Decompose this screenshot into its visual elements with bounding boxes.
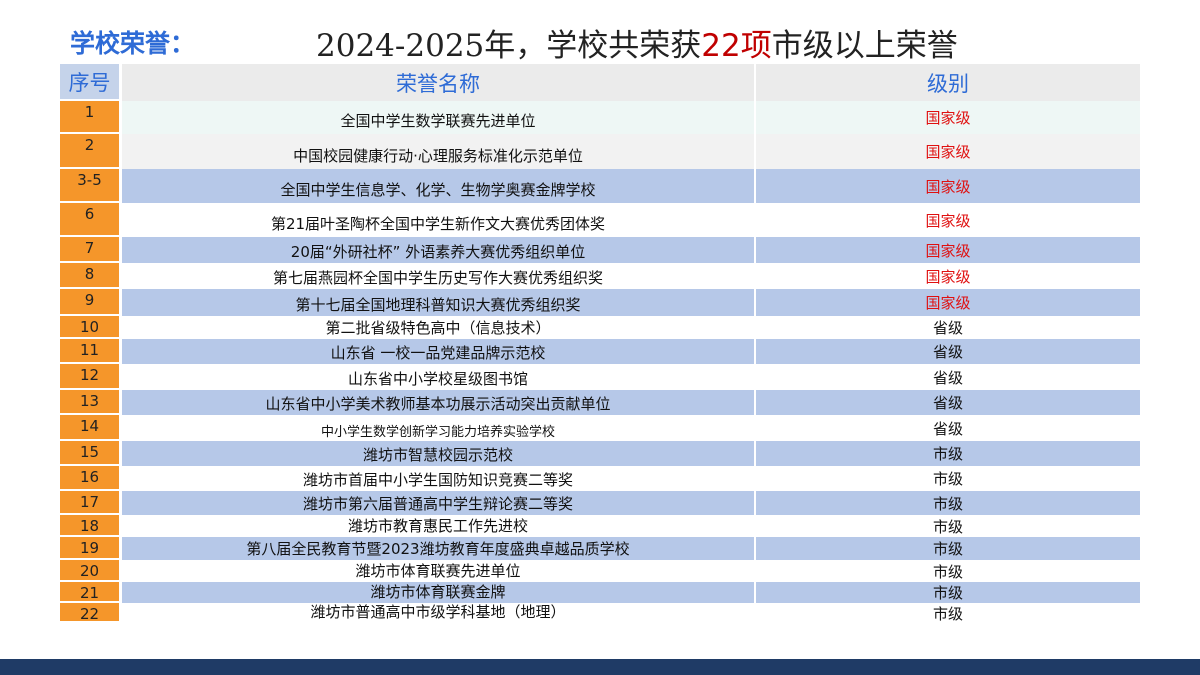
row-index: 18 [60,515,119,537]
row-level: 省级 [754,339,1140,364]
row-level: 市级 [754,603,1140,623]
row-index: 2 [60,134,119,169]
table-row: 17 潍坊市第六届普通高中学生辩论赛二等奖 市级 [60,491,1140,515]
row-name: 全国中学生数学联赛先进单位 [122,101,754,134]
row-index: 20 [60,560,119,582]
row-index: 12 [60,364,119,390]
table-row: 11 山东省 一校一品党建品牌示范校 省级 [60,339,1140,364]
header-index: 序号 [60,64,119,101]
table-header-row: 序号 荣誉名称 级别 [60,64,1140,101]
row-index: 8 [60,263,119,289]
row-level: 国家级 [754,134,1140,169]
row-level: 省级 [754,415,1140,441]
row-name: 20届“外研社杯” 外语素养大赛优秀组织单位 [122,237,754,263]
table-row: 2 中国校园健康行动·心理服务标准化示范单位 国家级 [60,134,1140,169]
section-label: 学校荣誉： [70,29,196,58]
row-name: 山东省中小学美术教师基本功展示活动突出贡献单位 [122,390,754,415]
table-row: 9 第十七届全国地理科普知识大赛优秀组织奖 国家级 [60,289,1140,316]
row-index: 17 [60,491,119,515]
table-row: 3-5 全国中学生信息学、化学、生物学奥赛金牌学校 国家级 [60,169,1140,203]
table-row: 12 山东省中小学校星级图书馆 省级 [60,364,1140,390]
table-row: 19 第八届全民教育节暨2023潍坊教育年度盛典卓越品质学校 市级 [60,537,1140,560]
row-index: 11 [60,339,119,364]
row-level: 市级 [754,491,1140,515]
row-index: 13 [60,390,119,415]
table-row: 15 潍坊市智慧校园示范校 市级 [60,441,1140,466]
row-level: 国家级 [754,237,1140,263]
table-row: 6 第21届叶圣陶杯全国中学生新作文大赛优秀团体奖 国家级 [60,203,1140,237]
row-name: 第十七届全国地理科普知识大赛优秀组织奖 [122,289,754,316]
row-name: 第七届燕园杯全国中学生历史写作大赛优秀组织奖 [122,263,754,289]
row-index: 15 [60,441,119,466]
table-row: 13 山东省中小学美术教师基本功展示活动突出贡献单位 省级 [60,390,1140,415]
row-name: 第二批省级特色高中（信息技术） [122,316,754,339]
row-level: 市级 [754,441,1140,466]
header-level: 级别 [754,64,1140,101]
page-title: 2024-2025年，学校共荣获22项市级以上荣誉 [316,20,958,65]
row-level: 市级 [754,560,1140,582]
row-name: 潍坊市第六届普通高中学生辩论赛二等奖 [122,491,754,515]
row-index: 10 [60,316,119,339]
table-row: 1 全国中学生数学联赛先进单位 国家级 [60,101,1140,134]
row-level: 国家级 [754,289,1140,316]
row-level: 市级 [754,515,1140,537]
header-name: 荣誉名称 [122,64,754,101]
row-level: 省级 [754,364,1140,390]
row-level: 市级 [754,466,1140,491]
row-level: 市级 [754,537,1140,560]
row-name: 潍坊市体育联赛金牌 [122,582,754,603]
row-level: 国家级 [754,101,1140,134]
table-row: 21 潍坊市体育联赛金牌 市级 [60,582,1140,603]
row-index: 3-5 [60,169,119,203]
row-index: 7 [60,237,119,263]
row-name: 山东省 一校一品党建品牌示范校 [122,339,754,364]
table-row: 14 中小学生数学创新学习能力培养实验学校 省级 [60,415,1140,441]
row-index: 21 [60,582,119,603]
footer-bar [0,659,1200,675]
row-index: 22 [60,603,119,623]
table-row: 7 20届“外研社杯” 外语素养大赛优秀组织单位 国家级 [60,237,1140,263]
table-row: 8 第七届燕园杯全国中学生历史写作大赛优秀组织奖 国家级 [60,263,1140,289]
table-row: 20 潍坊市体育联赛先进单位 市级 [60,560,1140,582]
row-level: 省级 [754,390,1140,415]
row-name: 潍坊市首届中小学生国防知识竞赛二等奖 [122,466,754,491]
row-name: 第21届叶圣陶杯全国中学生新作文大赛优秀团体奖 [122,203,754,237]
row-level: 国家级 [754,203,1140,237]
row-index: 9 [60,289,119,316]
row-index: 19 [60,537,119,560]
title-suffix: 市级以上荣誉 [771,28,958,64]
table-row: 18 潍坊市教育惠民工作先进校 市级 [60,515,1140,537]
row-name: 第八届全民教育节暨2023潍坊教育年度盛典卓越品质学校 [122,537,754,560]
row-level: 省级 [754,316,1140,339]
row-index: 1 [60,101,119,134]
table-row: 10 第二批省级特色高中（信息技术） 省级 [60,316,1140,339]
row-name: 潍坊市智慧校园示范校 [122,441,754,466]
row-name: 潍坊市普通高中市级学科基地（地理） [122,603,754,623]
honors-table: 序号 荣誉名称 级别 1 全国中学生数学联赛先进单位 国家级 2 中国校园健康行… [60,64,1140,623]
row-level: 国家级 [754,263,1140,289]
row-name: 全国中学生信息学、化学、生物学奥赛金牌学校 [122,169,754,203]
row-index: 14 [60,415,119,441]
row-level: 国家级 [754,169,1140,203]
row-index: 16 [60,466,119,491]
table-row: 16 潍坊市首届中小学生国防知识竞赛二等奖 市级 [60,466,1140,491]
title-prefix: 2024-2025年，学校共荣获 [316,28,702,64]
row-name: 潍坊市体育联赛先进单位 [122,560,754,582]
row-name: 潍坊市教育惠民工作先进校 [122,515,754,537]
row-level: 市级 [754,582,1140,603]
row-index: 6 [60,203,119,237]
row-name: 山东省中小学校星级图书馆 [122,364,754,390]
row-name: 中小学生数学创新学习能力培养实验学校 [122,415,754,441]
table-row: 22 潍坊市普通高中市级学科基地（地理） 市级 [60,603,1140,623]
title-unit: 项 [740,28,772,64]
title-count: 22 [701,28,741,64]
row-name: 中国校园健康行动·心理服务标准化示范单位 [122,134,754,169]
